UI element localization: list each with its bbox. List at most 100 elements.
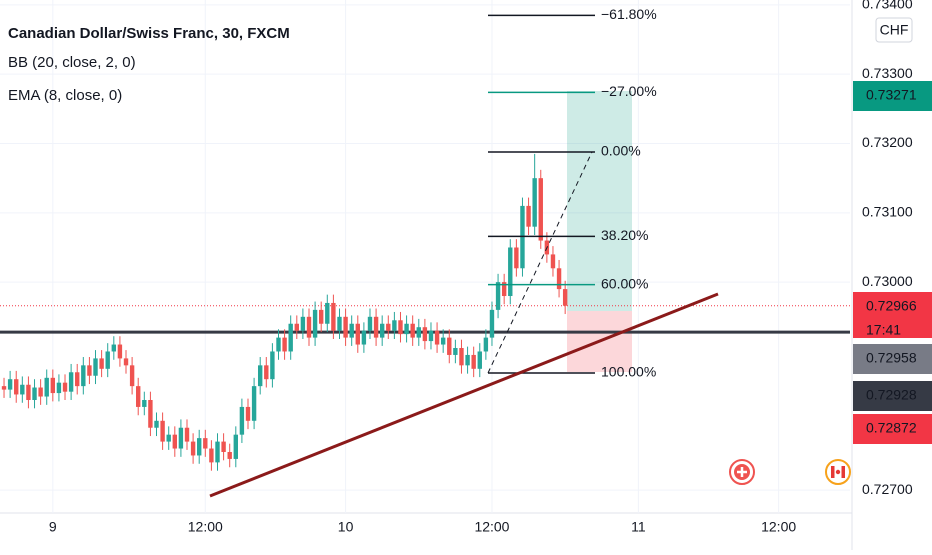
x-tick-label: 9	[49, 519, 57, 535]
event-icon[interactable]	[825, 459, 851, 485]
candle-body	[184, 427, 190, 442]
candle-body	[215, 441, 220, 463]
candle-body	[38, 387, 43, 397]
candle-body	[1, 386, 7, 390]
candle-body	[197, 438, 202, 456]
candle-body	[367, 316, 373, 331]
candle-body	[489, 309, 495, 338]
candle-body	[331, 302, 336, 331]
candle-body	[459, 348, 464, 366]
candle-body	[264, 365, 269, 380]
candle-body	[62, 382, 68, 392]
x-tick-label: 10	[338, 519, 354, 535]
candle-body	[172, 434, 178, 449]
plot	[0, 0, 850, 513]
candle-body	[190, 441, 196, 456]
y-tick-label: 0.72700	[862, 481, 913, 497]
candle-body	[495, 282, 501, 310]
candle-body	[93, 358, 98, 376]
candle-body	[14, 379, 19, 395]
price-badge-label: 0.72928	[866, 387, 917, 403]
candle-body	[276, 337, 281, 352]
candle-body	[136, 386, 141, 407]
candle-body	[538, 178, 543, 241]
candle-body	[105, 351, 110, 369]
candle-body	[526, 205, 531, 227]
fib-label: 0.00%	[601, 143, 641, 159]
currency-label: CHF	[880, 22, 909, 38]
candle-body	[447, 337, 452, 355]
candle-body	[483, 337, 489, 352]
event-icon[interactable]	[729, 459, 755, 485]
currency-box	[875, 17, 913, 43]
candle-body	[20, 384, 25, 395]
candle-body	[300, 316, 306, 331]
y-tick-label: 0.73400	[862, 0, 913, 12]
price-badge	[853, 81, 932, 111]
candle-body	[56, 382, 62, 394]
candle-body	[26, 384, 31, 401]
candle-body	[428, 330, 434, 342]
trend-line	[209, 292, 719, 498]
candle-body	[416, 327, 421, 338]
candle-body	[282, 337, 287, 352]
fib-label: −61.80%	[601, 6, 657, 22]
candle-body	[361, 330, 367, 345]
candle-body	[233, 434, 238, 459]
candle-body	[294, 323, 299, 331]
candle-body	[465, 354, 470, 366]
candle-body	[306, 316, 312, 338]
price-badge	[853, 381, 932, 411]
candle-body	[532, 178, 537, 227]
x-tick-label: 12:00	[761, 519, 796, 535]
candle-body	[160, 420, 165, 442]
x-tick-label: 12:00	[474, 519, 509, 535]
price-badge-label: 0.73271	[866, 87, 917, 103]
fib-label: 100.00%	[601, 364, 656, 380]
y-tick-label: 0.73300	[862, 65, 913, 81]
candle-body	[355, 323, 360, 345]
y-tick-label: 0.73200	[862, 134, 913, 150]
candle-body	[550, 254, 556, 269]
candle-body	[562, 289, 568, 306]
fib-trend	[487, 151, 593, 374]
candle-body	[32, 387, 37, 401]
price-badge	[853, 414, 932, 444]
candle-body	[221, 441, 226, 452]
candle-body	[325, 302, 330, 324]
candle-body	[410, 323, 415, 338]
candle-body	[142, 400, 147, 407]
price-badge-label: 0.72966	[866, 298, 917, 314]
candle-body	[392, 320, 397, 331]
candle-body	[154, 420, 159, 428]
candle-body	[227, 451, 232, 459]
candle-body	[349, 323, 354, 338]
candle-body	[373, 316, 379, 338]
candle-body	[239, 406, 245, 435]
candle-body	[404, 323, 409, 335]
candle-body	[251, 386, 257, 421]
candle-body	[508, 247, 513, 297]
candle-body	[209, 448, 214, 463]
candle-body	[434, 330, 440, 345]
candle-body	[453, 348, 458, 355]
candle-body	[288, 323, 293, 352]
indicator-label: BB (20, close, 2, 0)	[8, 54, 136, 71]
candle-body	[270, 351, 275, 380]
price-badge-label: 0.72958	[866, 350, 917, 366]
candle-body	[75, 372, 80, 387]
candle-body	[123, 358, 129, 366]
x-tick-label: 12:00	[188, 519, 223, 535]
candle-body	[422, 327, 428, 342]
candle-body	[68, 372, 74, 392]
candle-body	[111, 344, 117, 352]
candle-body	[471, 354, 476, 369]
candle-body	[99, 358, 104, 369]
candle-body	[245, 406, 251, 421]
candle-body	[440, 337, 446, 345]
price-badge	[853, 344, 932, 374]
candle-body	[87, 365, 92, 376]
candle-body	[178, 427, 184, 449]
candle-body	[203, 438, 208, 449]
